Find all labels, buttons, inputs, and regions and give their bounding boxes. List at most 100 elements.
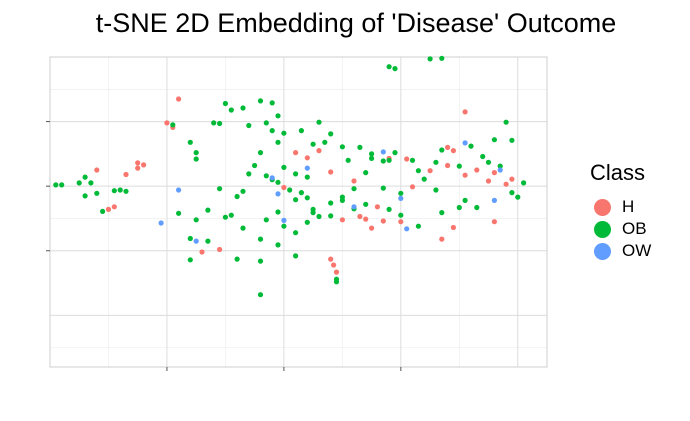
point-h (111, 204, 117, 210)
point-ob (53, 182, 59, 188)
point-ob (275, 139, 281, 145)
point-ob (480, 153, 486, 160)
point-ow (176, 187, 182, 193)
point-ob (275, 113, 281, 119)
point-ow (193, 238, 199, 244)
point-ob (281, 223, 287, 229)
point-ow (380, 149, 386, 155)
point-ob (439, 147, 445, 153)
point-ob (328, 200, 334, 206)
point-ob (392, 150, 398, 156)
point-ob (509, 190, 515, 196)
point-h (445, 162, 451, 169)
point-ob (328, 131, 334, 137)
point-ob (281, 130, 287, 136)
legend-key-ob (594, 220, 611, 238)
legend: Class H OB OW (590, 160, 651, 262)
point-ow (304, 165, 310, 171)
point-ob (269, 100, 275, 106)
point-ob (94, 190, 100, 196)
point-h (509, 176, 515, 182)
point-ob (263, 217, 269, 223)
point-ob (456, 163, 462, 169)
point-ob (439, 210, 445, 216)
point-ob (386, 206, 392, 212)
point-h (94, 167, 100, 173)
point-h (439, 236, 445, 242)
point-ob (456, 204, 462, 211)
point-ob (328, 213, 334, 219)
point-ob (234, 193, 240, 200)
point-ob (363, 201, 369, 207)
point-h (369, 225, 375, 231)
point-ob (398, 190, 404, 196)
point-ow (281, 217, 287, 223)
point-h (357, 213, 363, 220)
point-ob (316, 213, 322, 220)
point-h (474, 167, 480, 173)
point-ob (293, 197, 299, 203)
point-ob (462, 197, 468, 203)
point-ob (386, 157, 392, 163)
point-ow (351, 204, 357, 210)
point-ob (433, 187, 439, 193)
point-h (450, 224, 456, 231)
point-ow (269, 175, 275, 181)
point-ob (298, 190, 304, 196)
legend-label: OW (622, 241, 652, 260)
point-ow (158, 220, 164, 226)
point-h (176, 96, 182, 102)
point-ob (82, 193, 88, 199)
point-h (398, 219, 404, 225)
point-ob (363, 170, 369, 176)
point-ob (193, 156, 199, 162)
point-ob (316, 119, 322, 125)
point-ow (462, 140, 468, 146)
point-h (164, 120, 170, 126)
point-h (304, 155, 310, 161)
point-ob (76, 180, 82, 186)
point-ob (217, 186, 223, 192)
point-ob (380, 185, 386, 191)
point-h (316, 148, 322, 154)
point-h (445, 144, 451, 150)
legend-item-ow: OW (590, 240, 651, 262)
point-h (293, 150, 299, 156)
point-h (462, 109, 468, 115)
point-h (217, 246, 223, 253)
point-h (141, 162, 147, 168)
point-ob (222, 214, 228, 220)
point-ob (187, 257, 193, 263)
point-ow (398, 195, 404, 201)
point-h (351, 178, 357, 184)
point-ob (369, 151, 375, 157)
point-h (404, 156, 410, 162)
point-ob (351, 186, 357, 192)
point-ob (246, 122, 252, 129)
point-ob (409, 157, 416, 163)
point-ob (380, 158, 386, 164)
point-ob (415, 168, 421, 174)
point-h (380, 218, 386, 224)
point-ob (228, 107, 234, 113)
point-ob (228, 212, 234, 218)
point-ob (497, 163, 503, 169)
point-h (450, 148, 456, 154)
point-h (331, 262, 337, 268)
point-h (123, 171, 129, 178)
point-ob (240, 105, 246, 111)
legend-key-h (594, 198, 611, 216)
point-ob (509, 137, 515, 143)
point-ob (339, 144, 345, 150)
legend-item-ob: OB (590, 218, 651, 240)
point-ob (322, 139, 328, 145)
point-ob (263, 120, 269, 126)
point-ob (275, 179, 281, 185)
point-ob (176, 210, 182, 216)
point-ob (187, 139, 193, 145)
chart-title: t-SNE 2D Embedding of 'Disease' Outcome (95, 8, 617, 38)
point-ob (82, 174, 88, 180)
legend-title: Class (590, 160, 646, 185)
point-ob (187, 235, 193, 242)
